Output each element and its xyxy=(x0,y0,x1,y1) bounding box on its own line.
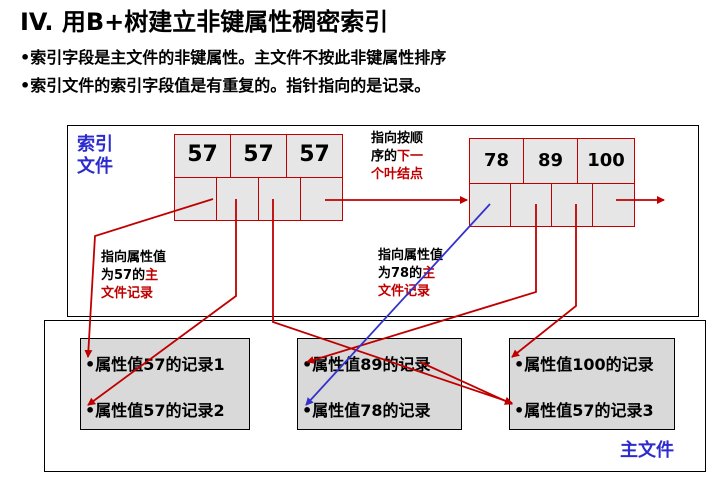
record-block-1: •属性值57的记录1 •属性值57的记录2 xyxy=(80,338,250,430)
node1-key-2: 57 xyxy=(230,134,287,178)
record-57-3: •属性值57的记录3 xyxy=(514,401,654,420)
record-89: •属性值89的记录 xyxy=(302,355,431,374)
record-57-1: •属性值57的记录1 xyxy=(85,355,225,374)
arrow-node2-p3 xyxy=(511,204,577,358)
node1-pointer-3 xyxy=(258,177,301,221)
page-title: IV. 用B+树建立非键属性稠密索引 xyxy=(20,8,389,36)
arrow-record89-to-57-3 xyxy=(419,361,513,405)
arrow-node2-p2 xyxy=(306,204,537,364)
arrow-node1-p2 xyxy=(87,199,237,406)
note-attr-57: 指向属性值 为57的主 文件记录 xyxy=(101,250,167,301)
node2-pointer-2 xyxy=(510,183,552,227)
record-78: •属性值78的记录 xyxy=(302,401,431,420)
arrow-node2-p1 xyxy=(305,203,491,406)
bullet-1: •索引字段是主文件的非键属性。主文件不按此非键属性排序 xyxy=(20,48,447,67)
node2-key-3: 100 xyxy=(577,138,635,184)
note-next-leaf: 指向按顺 序的下一 个叶结点 xyxy=(371,131,424,182)
node1-key-3: 57 xyxy=(286,134,343,178)
node2-key-1: 78 xyxy=(469,138,524,184)
record-block-3: •属性值100的记录 •属性值57的记录3 xyxy=(509,338,675,430)
node1-next-pointer xyxy=(300,177,343,221)
bullet-2: •索引文件的索引字段值是有重复的。指针指向的是记录。 xyxy=(20,76,431,95)
record-57-2: •属性值57的记录2 xyxy=(85,401,225,420)
record-100: •属性值100的记录 xyxy=(514,355,654,374)
main-file-label: 主文件 xyxy=(620,440,674,461)
note-attr-78: 指向属性值 为78的主 文件记录 xyxy=(378,248,444,299)
arrow-node1-p1 xyxy=(84,198,214,358)
node1-pointer-1 xyxy=(174,177,217,221)
node2-pointer-3 xyxy=(551,183,593,227)
node2-key-2: 89 xyxy=(523,138,578,184)
node1-key-1: 57 xyxy=(174,134,231,178)
index-file-label: 索引 文件 xyxy=(77,134,113,177)
node2-next-pointer xyxy=(592,183,635,227)
arrow-node1-p3 xyxy=(272,199,513,405)
node1-pointer-2 xyxy=(216,177,259,221)
